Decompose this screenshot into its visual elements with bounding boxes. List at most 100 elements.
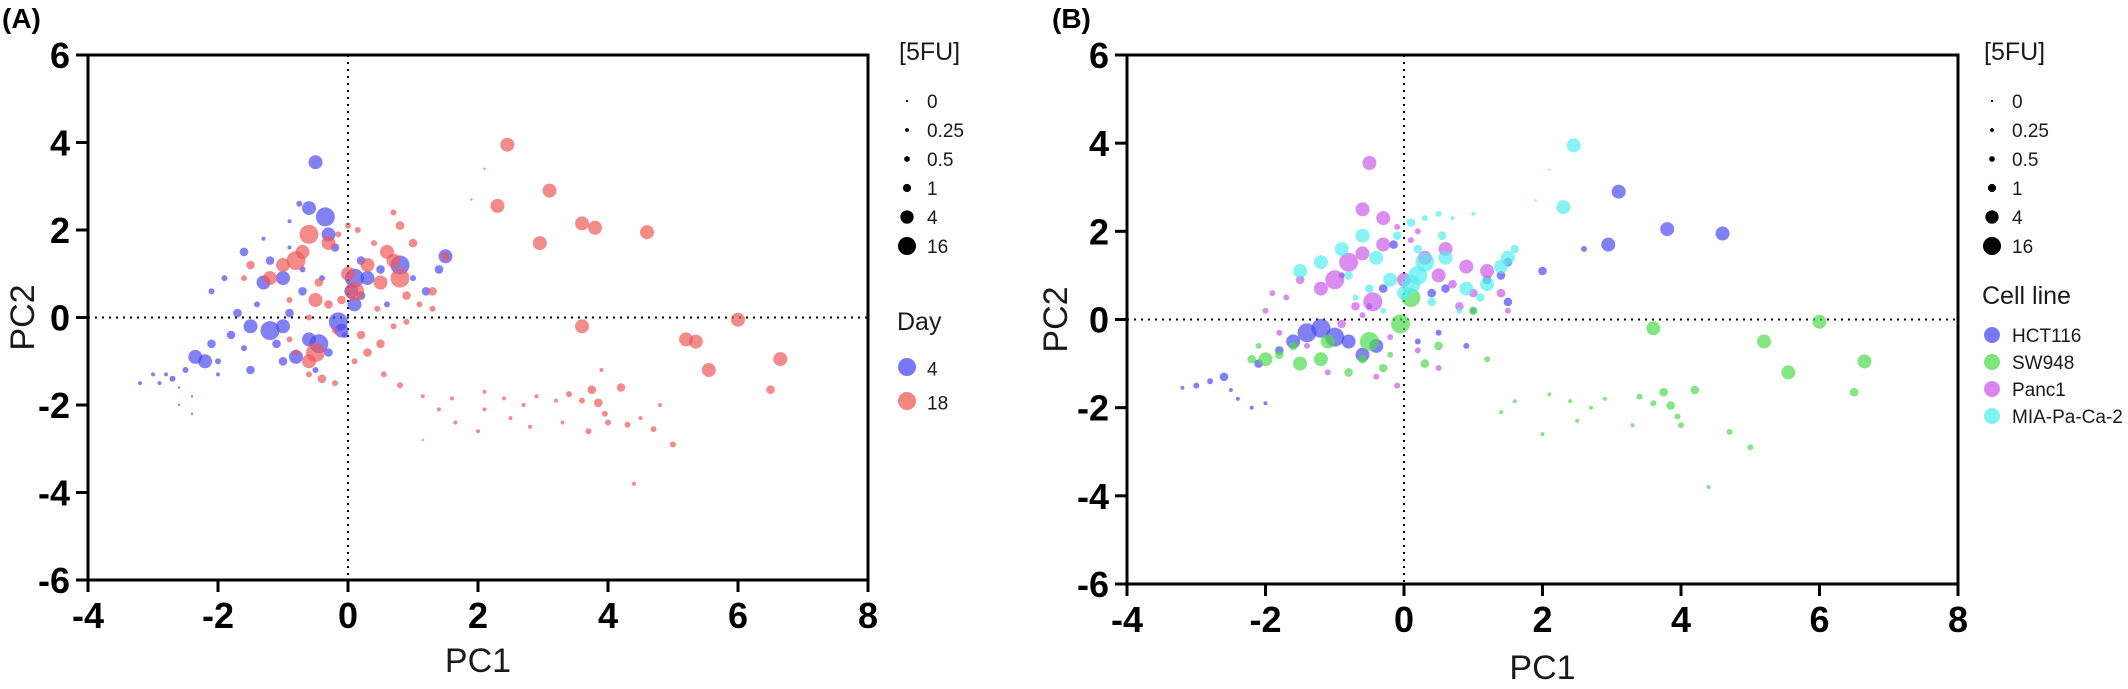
- data-point: [1363, 292, 1383, 312]
- data-point: [450, 396, 454, 401]
- data-point: [575, 216, 589, 231]
- data-point: [616, 383, 626, 392]
- data-point: [1455, 302, 1464, 311]
- data-point: [650, 426, 657, 433]
- data-point: [1355, 202, 1370, 217]
- data-point: [207, 339, 216, 349]
- data-point: [306, 371, 312, 378]
- data-point: [215, 358, 221, 365]
- size-legend-title: [5FU]: [1984, 38, 2045, 66]
- data-point: [434, 265, 444, 274]
- data-point: [157, 381, 162, 386]
- data-point: [285, 308, 294, 318]
- data-point: [287, 219, 292, 224]
- data-point: [1427, 297, 1436, 307]
- data-point: [1666, 401, 1675, 410]
- data-point: [314, 278, 324, 287]
- data-point: [1358, 354, 1367, 364]
- data-point: [1207, 378, 1214, 385]
- data-point: [534, 394, 539, 399]
- color-legend-label: 4: [927, 360, 938, 381]
- data-point: [453, 420, 458, 425]
- data-point: [566, 391, 572, 398]
- data-point: [390, 209, 397, 216]
- panel-b: (B) -4 -2 0 2 4 6 86420-2-4-6PC1PC2[5FU]00.250…: [1037, 3, 2123, 687]
- size-legend-label: 16: [927, 237, 948, 258]
- data-point: [521, 403, 526, 407]
- data-point: [1406, 218, 1416, 227]
- y-tick-label: 6: [1089, 35, 1109, 76]
- data-point: [345, 222, 351, 229]
- data-point: [1369, 250, 1384, 265]
- data-point: [390, 268, 410, 288]
- data-point: [380, 371, 387, 378]
- data-point: [1247, 354, 1256, 364]
- data-point: [371, 240, 377, 247]
- data-point: [335, 231, 342, 238]
- x-tick-label: -2: [202, 595, 234, 636]
- data-point: [1459, 259, 1474, 274]
- x-tick-label: 2: [1532, 599, 1552, 640]
- data-point: [315, 207, 335, 227]
- data-point: [670, 441, 676, 448]
- x-tick-label: 6: [728, 595, 748, 636]
- data-point: [374, 305, 381, 312]
- color-legend-marker: [1984, 408, 2000, 424]
- data-point: [246, 260, 255, 270]
- color-legend-title: Cell line: [1982, 282, 2071, 310]
- data-point: [408, 238, 418, 248]
- y-tick-label: 0: [50, 298, 70, 339]
- data-point: [421, 438, 424, 442]
- color-legend-label: HCT116: [2012, 326, 2081, 347]
- data-point: [688, 334, 703, 349]
- data-point: [403, 318, 410, 325]
- data-point: [182, 367, 189, 373]
- data-point: [1352, 294, 1359, 301]
- data-point: [1376, 211, 1391, 226]
- data-point: [1496, 288, 1506, 298]
- data-point: [332, 380, 338, 387]
- data-point: [1387, 351, 1394, 358]
- x-tick-label: 2: [468, 595, 488, 636]
- y-tick-label: 4: [50, 123, 70, 164]
- data-point: [1650, 400, 1657, 407]
- data-point: [1459, 281, 1474, 296]
- data-point: [341, 266, 355, 281]
- data-point: [1263, 401, 1268, 406]
- data-point: [1484, 356, 1491, 363]
- data-point: [416, 301, 423, 308]
- data-point: [169, 375, 176, 382]
- data-point: [575, 319, 589, 334]
- data-point: [508, 416, 513, 421]
- data-point: [306, 314, 312, 321]
- series-mia-pa-ca-2: [1293, 138, 1581, 314]
- data-point: [299, 224, 319, 244]
- data-point: [599, 368, 604, 372]
- data-point: [502, 396, 506, 401]
- data-point: [1690, 385, 1700, 395]
- color-legend: Day 4 18: [897, 308, 948, 415]
- data-point: [1324, 369, 1331, 376]
- data-point: [1351, 302, 1360, 311]
- x-tick-label: 0: [338, 595, 358, 636]
- x-tick-label: 4: [598, 595, 618, 636]
- data-point: [190, 412, 194, 415]
- data-point: [376, 265, 385, 274]
- data-point: [1359, 332, 1379, 351]
- size-legend-label: 0: [2012, 92, 2023, 113]
- data-point: [1421, 215, 1428, 222]
- size-legend-marker: [1990, 99, 1994, 103]
- data-point: [1450, 216, 1455, 221]
- data-point: [1380, 307, 1387, 314]
- data-point: [1463, 342, 1470, 349]
- data-point: [1674, 413, 1681, 420]
- series-hct116: [1180, 184, 1730, 410]
- data-point: [1431, 268, 1446, 283]
- series-18: [241, 137, 788, 486]
- data-point: [1456, 307, 1463, 314]
- data-point: [308, 155, 323, 170]
- data-point: [701, 363, 716, 377]
- data-point: [1413, 244, 1423, 254]
- data-point: [482, 389, 487, 394]
